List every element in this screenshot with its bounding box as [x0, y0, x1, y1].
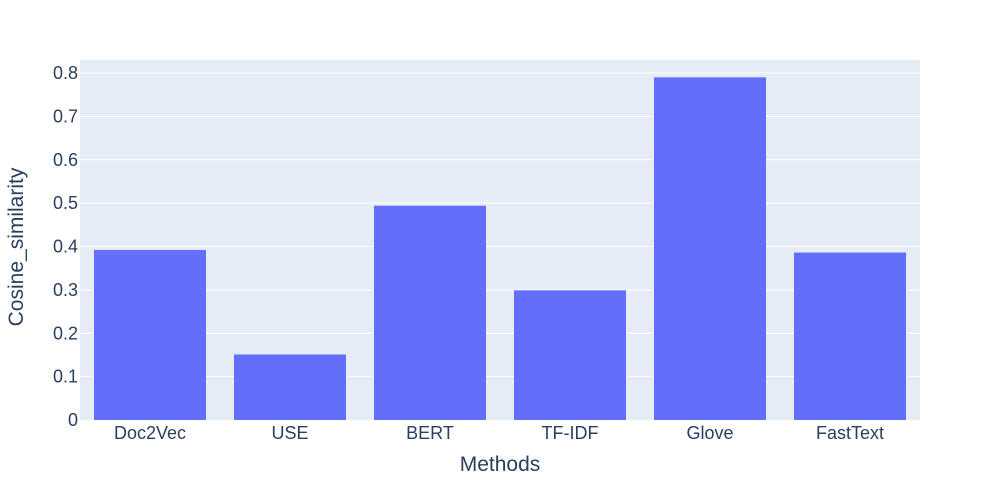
y-tick-label: 0.2 — [53, 323, 78, 343]
x-tick-label: FastText — [816, 423, 884, 443]
y-tick-label: 0 — [68, 410, 78, 430]
y-tick-label: 0.7 — [53, 106, 78, 126]
x-tick-label: USE — [271, 423, 308, 443]
x-tick-label: Doc2Vec — [114, 423, 186, 443]
bar-bert[interactable] — [374, 205, 486, 420]
y-tick-label: 0.1 — [53, 367, 78, 387]
bar-doc2vec[interactable] — [94, 249, 206, 420]
y-tick-label: 0.3 — [53, 280, 78, 300]
bars — [94, 77, 906, 421]
gridlines — [80, 72, 920, 378]
bar-use[interactable] — [234, 354, 346, 420]
y-tick-label: 0.8 — [53, 63, 78, 83]
x-axis-ticks: Doc2Vec USE BERT TF-IDF Glove FastText — [114, 423, 884, 443]
x-axis-title: Methods — [460, 453, 541, 476]
y-axis-ticks: 0 0.1 0.2 0.3 0.4 0.5 0.6 0.7 0.8 — [53, 63, 78, 430]
y-tick-label: 0.5 — [53, 193, 78, 213]
bar-tf-idf[interactable] — [514, 290, 626, 420]
x-tick-label: Glove — [686, 423, 733, 443]
y-axis-title: Cosine_similarity — [5, 167, 28, 326]
x-tick-label: BERT — [406, 423, 454, 443]
bar-glove[interactable] — [654, 77, 766, 421]
bar-fasttext[interactable] — [794, 252, 906, 420]
y-tick-label: 0.6 — [53, 150, 78, 170]
plot-area — [80, 60, 920, 420]
y-tick-label: 0.4 — [53, 237, 78, 257]
x-tick-label: TF-IDF — [542, 423, 599, 443]
